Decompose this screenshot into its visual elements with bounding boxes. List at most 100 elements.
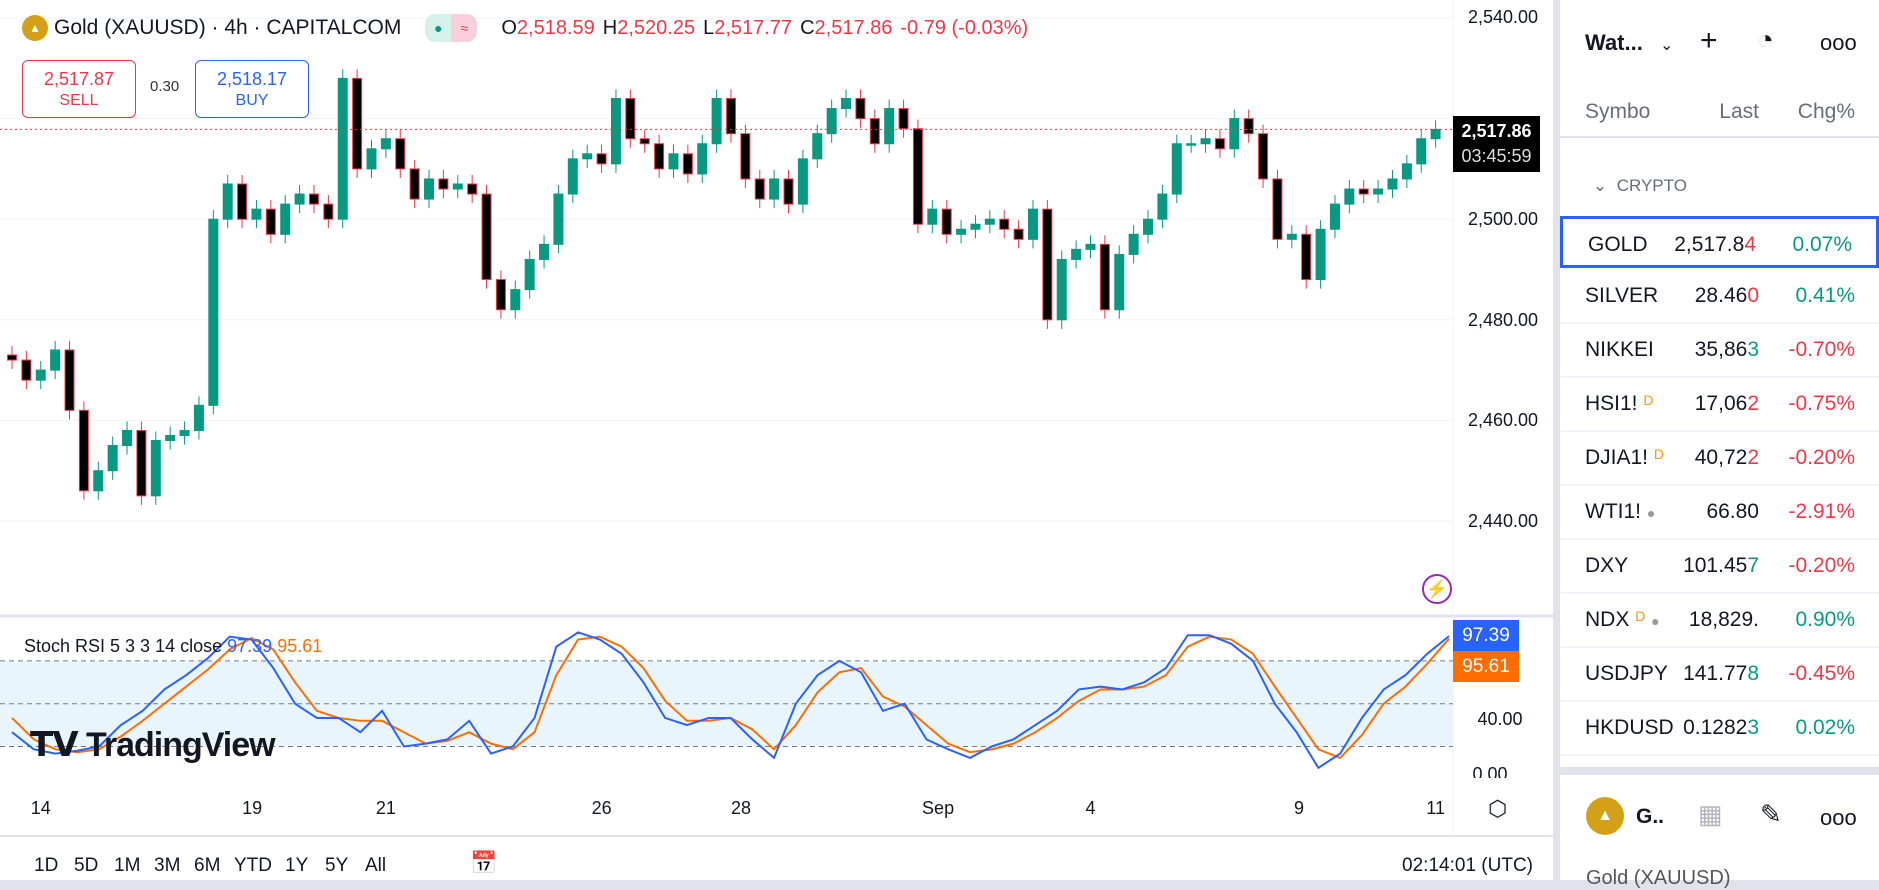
row-last: 35,863 [1694,338,1759,361]
group-crypto[interactable]: ⌄ CRYPTO [1593,176,1687,195]
candle-body [1329,203,1340,230]
candle-body [1085,243,1096,250]
watchlist-row[interactable]: DXY 101.457 -0.20% [1560,540,1879,594]
candle-body [1042,208,1053,321]
row-last: 66.80 [1706,500,1759,523]
candle-body [78,409,89,492]
more-icon[interactable]: ooo [1820,30,1857,55]
candle-body [50,349,61,371]
detail-short-name[interactable]: G.. [1636,805,1665,828]
stoch-k-line [11,631,1450,770]
watchlist-row[interactable]: SILVER 28.460 0.41% [1560,270,1879,324]
candle-body [380,138,391,150]
watchlist-row[interactable]: NDX D ● 18,829. 0.90% [1560,594,1879,648]
candle-body [654,143,665,170]
row-change: -0.70% [1788,338,1855,361]
row-symbol: GOLD [1588,233,1648,256]
candle-body [639,138,650,145]
row-change: 0.90% [1795,608,1855,631]
stoch-legend[interactable]: Stoch RSI 5 3 3 14 close 97.39 95.61 [24,636,323,656]
candle-body [21,359,32,381]
candle-body [1157,193,1168,220]
stoch-tick: 0.00 [1472,764,1508,778]
row-change: -0.75% [1788,392,1855,415]
candle-body [697,143,708,175]
range-button-ytd[interactable]: YTD [234,855,272,876]
candle-body [1200,138,1211,145]
candle-body [1373,188,1384,195]
range-button-1d[interactable]: 1D [34,855,59,876]
candle-body [208,218,219,406]
candle-body [855,97,866,120]
lightning-icon[interactable]: ⚡ [1422,574,1452,604]
watchlist-row[interactable]: HKDUSD 0.12823 0.02% [1560,702,1879,756]
column-symbol[interactable]: Symbo [1585,100,1651,123]
candle-body [251,208,262,220]
candle-body [812,133,823,160]
range-button-5y[interactable]: 5Y [325,855,349,876]
candle-body [308,193,319,205]
watchlist-row[interactable]: GOLD 2,517.84 0.07% [1560,216,1879,268]
candle-body [754,178,765,200]
grid-icon[interactable]: ▦ [1698,799,1723,829]
chevron-down-icon[interactable]: ⌄ [1660,37,1674,54]
row-last: 141.778 [1683,662,1759,685]
range-button-6m[interactable]: 6M [194,855,221,876]
more-icon[interactable]: ooo [1820,805,1857,830]
candle-body [409,168,420,200]
candle-body [783,178,794,205]
row-last: 18,829. [1688,608,1759,631]
watchlist-row[interactable]: DJIA1! D 40,722 -0.20% [1560,432,1879,486]
candle-body [1027,208,1038,240]
range-button-1m[interactable]: 1M [114,855,141,876]
symbol-details-panel: ▲ G.. ▦ ✎ ooo Gold (XAUUSD) [1560,775,1879,889]
candle-body [625,97,636,140]
candle-body [395,138,406,170]
candle-body [797,158,808,205]
price-tick: 2,540.00 [1467,7,1539,27]
edit-icon[interactable]: ✎ [1760,799,1782,829]
settings-icon[interactable]: ⬡ [1488,796,1508,821]
add-symbol-icon[interactable]: + [1700,24,1718,57]
range-button-all[interactable]: All [365,855,387,876]
candle-body [898,108,909,130]
candle-body [1056,258,1067,321]
candle-body [841,97,852,110]
watchlist-row[interactable]: WTI1! ● 66.80 -2.91% [1560,486,1879,540]
market-status-toggle[interactable]: ● ≈ [425,14,478,42]
chart-canvas[interactable] [0,0,1553,835]
pie-chart-icon[interactable]: ◔ [1757,24,1774,55]
calendar-goto-icon[interactable]: 📅 [470,850,498,875]
range-button-5d[interactable]: 5D [74,855,99,876]
time-label: 11 [1426,798,1445,818]
row-change: -0.45% [1788,662,1855,685]
candle-body [265,208,276,235]
column-last[interactable]: Last [1719,100,1759,123]
delayed-badge: D [1653,446,1664,462]
time-label: Sep [922,798,955,818]
detail-full-name[interactable]: Gold (XAUUSD) [1586,867,1731,889]
watchlist-title[interactable]: Wat... [1585,30,1643,55]
watchlist-row[interactable]: USDJPY 141.778 -0.45% [1560,648,1879,702]
row-last: 17,062 [1694,392,1759,415]
symbol-title[interactable]: Gold (XAUUSD) · 4h · CAPITALCOM [54,16,402,39]
buy-button[interactable]: 2,518.17 BUY [195,60,309,118]
candle-body [93,470,104,492]
chart-area[interactable]: ▲ Gold (XAUUSD) · 4h · CAPITALCOM ● ≈ O2,… [0,0,1553,880]
watchlist-row[interactable]: HSI1! D 17,062 -0.75% [1560,378,1879,432]
range-button-1y[interactable]: 1Y [285,855,309,876]
candle-body [467,183,478,195]
candle-body [884,108,895,145]
column-chg[interactable]: Chg% [1797,100,1855,123]
utc-clock[interactable]: 02:14:01 (UTC) [1402,855,1533,876]
row-last: 101.457 [1683,554,1759,577]
range-button-3m[interactable]: 3M [154,855,181,876]
candle-body [179,429,190,436]
candle-body [912,128,923,225]
row-change: -0.20% [1788,554,1855,577]
watchlist-row[interactable]: NIKKEI 35,863 -0.70% [1560,324,1879,378]
candle-body [610,97,621,165]
row-symbol: USDJPY [1585,662,1668,685]
sell-button[interactable]: 2,517.87 SELL [22,60,136,118]
candle-body [35,369,46,381]
